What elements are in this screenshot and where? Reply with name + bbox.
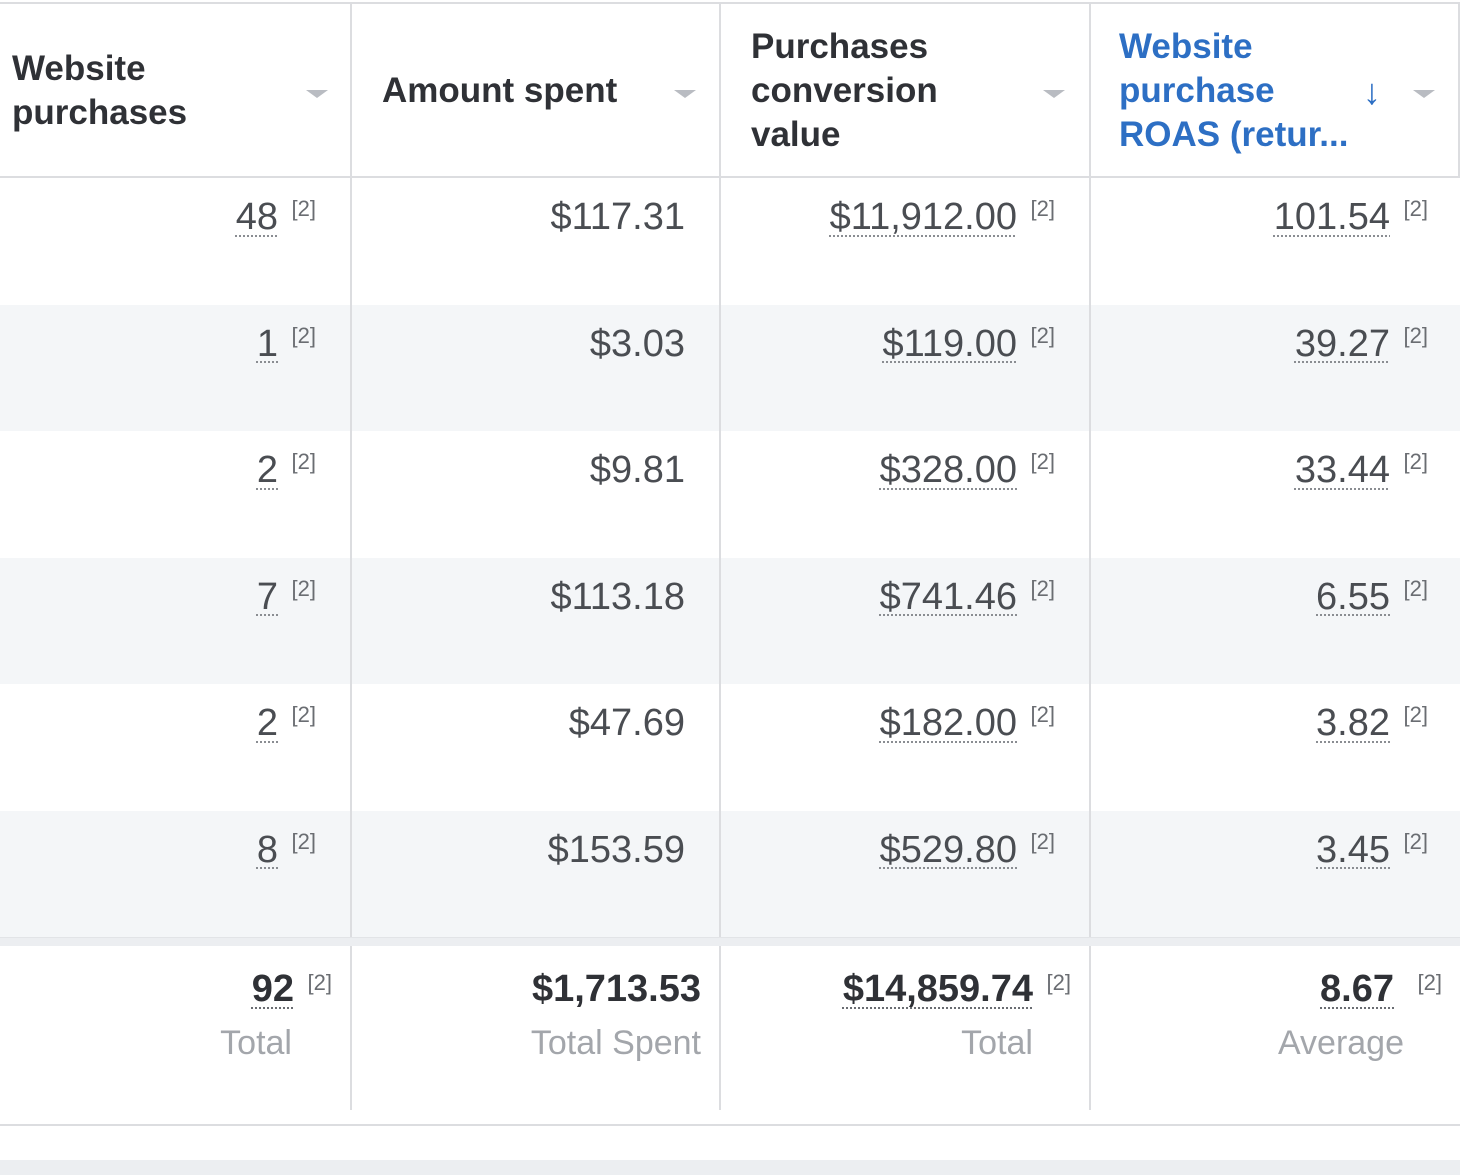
cell-website-purchases: 48 [2] <box>0 178 352 305</box>
footnote-marker[interactable]: [2] <box>291 322 316 348</box>
footnote-marker[interactable]: [2] <box>1403 702 1428 727</box>
total-website-purchases: 92 [2] Total <box>0 946 352 1110</box>
footnote-marker[interactable]: [2] <box>1403 196 1428 221</box>
column-header-website-purchases[interactable]: Website purchases <box>0 4 352 178</box>
footnote-marker[interactable]: [2] <box>1030 449 1055 474</box>
column-label: Amount spent <box>382 71 618 110</box>
table-grid: Website purchases Amount spent Purchases… <box>0 4 1460 1110</box>
cell-roas: 3.82 [2] <box>1091 684 1460 811</box>
column-menu-caret-icon[interactable] <box>674 90 696 98</box>
footnote-marker[interactable]: [2] <box>1417 970 1442 995</box>
total-roas: 8.67 [2] Average <box>1091 946 1460 1110</box>
column-label: Purchases conversion value <box>751 27 938 154</box>
footnote-marker[interactable]: [2] <box>1030 828 1055 854</box>
cell-conversion-value: $11,912.00 [2] <box>721 178 1091 305</box>
metric-value: $3.03 <box>589 322 685 365</box>
totals-separator <box>0 937 1460 946</box>
footnote-marker[interactable]: [2] <box>307 970 332 995</box>
cell-conversion-value: $182.00 [2] <box>721 684 1091 811</box>
cell-amount-spent: $153.59 <box>352 810 721 937</box>
cell-conversion-value: $741.46 [2] <box>721 557 1091 684</box>
cell-amount-spent: $9.81 <box>352 431 721 558</box>
metric-value: $47.69 <box>568 702 685 744</box>
cell-website-purchases: 8 [2] <box>0 810 352 937</box>
metric-value[interactable]: $182.00 <box>879 702 1017 744</box>
footnote-marker[interactable]: [2] <box>1030 702 1055 727</box>
footnote-marker[interactable]: [2] <box>1403 322 1428 348</box>
total-label: Total <box>220 1024 292 1062</box>
total-label: Total Spent <box>530 1024 701 1062</box>
total-value[interactable]: 8.67 <box>1320 968 1394 1010</box>
cell-roas: 3.45 [2] <box>1091 810 1460 937</box>
total-conversion-value: $14,859.74 [2] Total <box>721 946 1091 1110</box>
metric-value: $117.31 <box>550 196 685 238</box>
footnote-marker[interactable]: [2] <box>291 196 316 221</box>
column-header-amount-spent[interactable]: Amount spent <box>352 4 721 178</box>
metric-value[interactable]: $328.00 <box>879 449 1017 491</box>
cell-roas: 39.27 [2] <box>1091 304 1460 431</box>
total-value: $1,713.53 <box>531 968 701 1010</box>
cell-roas: 33.44 [2] <box>1091 431 1460 558</box>
footnote-marker[interactable]: [2] <box>291 828 316 854</box>
cell-roas: 101.54 [2] <box>1091 178 1460 305</box>
metric-value[interactable]: 8 <box>256 828 278 871</box>
column-header-website-purchase-roas[interactable]: Website purchase ROAS (retur... ↓ <box>1091 4 1460 178</box>
cell-conversion-value: $119.00 [2] <box>721 304 1091 431</box>
total-label: Average <box>1277 1024 1404 1062</box>
cell-website-purchases: 7 [2] <box>0 557 352 684</box>
cell-roas: 6.55 [2] <box>1091 557 1460 684</box>
metric-value[interactable]: 6.55 <box>1316 575 1390 618</box>
footnote-marker[interactable]: [2] <box>1403 828 1428 854</box>
column-header-purchases-conversion-value[interactable]: Purchases conversion value <box>721 4 1091 178</box>
metric-value[interactable]: $529.80 <box>879 828 1017 871</box>
cell-conversion-value: $328.00 [2] <box>721 431 1091 558</box>
column-label: Website purchases <box>12 49 188 132</box>
metric-value[interactable]: 3.82 <box>1316 702 1390 744</box>
cell-website-purchases: 1 [2] <box>0 304 352 431</box>
ads-report-table: Website purchases Amount spent Purchases… <box>0 2 1460 1126</box>
cell-website-purchases: 2 [2] <box>0 431 352 558</box>
total-value[interactable]: 92 <box>251 968 294 1010</box>
cell-amount-spent: $113.18 <box>352 557 721 684</box>
footnote-marker[interactable]: [2] <box>1030 575 1055 601</box>
metric-value[interactable]: 101.54 <box>1273 196 1390 238</box>
column-menu-caret-icon[interactable] <box>306 90 328 98</box>
horizontal-scrollbar-track[interactable] <box>0 1160 1460 1175</box>
column-label: Website purchase ROAS (retur... <box>1119 27 1349 154</box>
cell-amount-spent: $47.69 <box>352 684 721 811</box>
metric-value[interactable]: $119.00 <box>882 322 1017 365</box>
metric-value[interactable]: 2 <box>256 449 278 491</box>
sort-descending-icon[interactable]: ↓ <box>1363 71 1381 112</box>
metric-value[interactable]: 7 <box>256 575 278 618</box>
cell-amount-spent: $117.31 <box>352 178 721 305</box>
cell-conversion-value: $529.80 [2] <box>721 810 1091 937</box>
footnote-marker[interactable]: [2] <box>1046 970 1071 995</box>
total-amount-spent: $1,713.53 Total Spent <box>352 946 721 1110</box>
metric-value[interactable]: 39.27 <box>1294 322 1390 365</box>
metric-value: $153.59 <box>547 828 685 871</box>
footnote-marker[interactable]: [2] <box>1030 196 1055 221</box>
total-value[interactable]: $14,859.74 <box>842 968 1033 1010</box>
column-menu-caret-icon[interactable] <box>1043 90 1065 98</box>
metric-value[interactable]: 1 <box>256 322 278 365</box>
metric-value: $113.18 <box>550 575 685 618</box>
footnote-marker[interactable]: [2] <box>291 575 316 601</box>
cell-amount-spent: $3.03 <box>352 304 721 431</box>
footnote-marker[interactable]: [2] <box>291 449 316 474</box>
metric-value[interactable]: $741.46 <box>879 575 1017 618</box>
column-menu-caret-icon[interactable] <box>1413 90 1435 98</box>
metric-value[interactable]: $11,912.00 <box>829 196 1017 238</box>
metric-value[interactable]: 33.44 <box>1294 449 1390 491</box>
footnote-marker[interactable]: [2] <box>1030 322 1055 348</box>
metric-value[interactable]: 3.45 <box>1316 828 1390 871</box>
metric-value[interactable]: 48 <box>235 196 278 238</box>
metric-value[interactable]: 2 <box>256 702 278 744</box>
footnote-marker[interactable]: [2] <box>1403 575 1428 601</box>
cell-website-purchases: 2 [2] <box>0 684 352 811</box>
footnote-marker[interactable]: [2] <box>1403 449 1428 474</box>
total-label: Total <box>961 1024 1033 1062</box>
metric-value: $9.81 <box>589 449 685 491</box>
footnote-marker[interactable]: [2] <box>291 702 316 727</box>
